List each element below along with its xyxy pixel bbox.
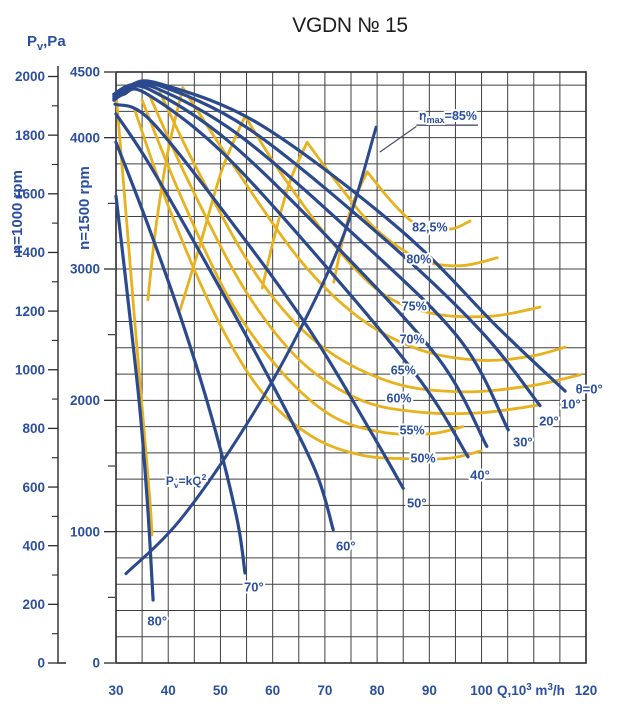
angle-curve-label: 40°: [470, 467, 490, 482]
efficiency-label: 50%: [411, 451, 436, 465]
pressure-axis-title: Pv,Pa: [27, 33, 66, 53]
x-axis-tick-label: 120: [575, 683, 598, 698]
inner-axis-tick-label: 3000: [70, 262, 100, 277]
outer-axis-tick-label: 200: [22, 597, 45, 612]
x-axis-tick-label: 70: [317, 683, 332, 698]
outer-axis-tick-label: 800: [22, 421, 45, 436]
outer-axis-tick-label: 1000: [15, 362, 45, 377]
efficiency-contour-left-arm-50%: [114, 91, 154, 537]
x-axis-tick-label: 30: [108, 683, 123, 698]
outer-axis-tick-label: 1800: [15, 128, 45, 143]
efficiency-contour-left-arm-80%: [260, 140, 309, 290]
outer-axis-tick-label: 600: [22, 480, 45, 495]
efficiency-label: 65%: [391, 363, 416, 377]
outer-axis-tick-label: 1400: [15, 245, 45, 260]
x-axis-tick-label: 100: [470, 683, 493, 698]
outer-axis-tick-label: 1200: [15, 304, 45, 319]
angle-curve-label: 10°: [561, 396, 581, 411]
pv-sub: v: [37, 41, 44, 53]
angle-curve-label: 60°: [336, 538, 356, 553]
efficiency-label: 60%: [387, 391, 412, 405]
x-axis-tick-label: 50: [213, 683, 228, 698]
efficiency-contour-left-arm-75%: [178, 114, 247, 312]
x-axis-unit-label: Q,103 m3/h: [497, 682, 565, 698]
outer-axis-tick-label: 2000: [15, 69, 45, 84]
pv-unit: ,Pa: [43, 33, 66, 50]
angle-curve-label: 50°: [407, 495, 427, 510]
x-axis-tick-label: 40: [161, 683, 176, 698]
angle-curve-60°: [114, 112, 335, 532]
efficiency-label: 82,5%: [412, 220, 447, 234]
outer-axis-tick-label: 0: [37, 656, 45, 671]
x-axis-tick-label: 60: [265, 683, 280, 698]
inner-axis-tick-label: 0: [92, 656, 100, 671]
inner-axis-tick-label: 1000: [70, 524, 100, 539]
angle-curve-20°: [112, 82, 510, 432]
chart-title: VGDN № 15: [292, 14, 408, 37]
outer-axis-tick-label: 400: [22, 538, 45, 553]
angle-curve-label: 80°: [147, 613, 167, 628]
system-curve-label: Pv=kQ2: [166, 472, 207, 490]
angle-curve-label: 20°: [539, 413, 559, 428]
inner-axis-tick-label: 4000: [70, 130, 100, 145]
efficiency-contour-55%: [140, 98, 465, 436]
efficiency-contour-65%: [158, 91, 582, 394]
plot-border: [115, 71, 587, 664]
angle-curve-80°: [114, 194, 155, 602]
angle-curve-50°: [113, 102, 405, 490]
angle-curve-label: θ=0°: [576, 381, 603, 396]
efficiency-label: 75%: [402, 299, 427, 313]
eta-max-annotation: ηmax=85%: [419, 109, 477, 125]
grid: [115, 72, 587, 664]
angle-curve-label: 30°: [513, 434, 533, 449]
outer-axis-line: [57, 66, 66, 664]
system-resistance-curve: [124, 125, 378, 576]
angle-curve-70°: [114, 140, 247, 575]
pv-base: P: [27, 33, 38, 50]
x-axis-tick-label: 80: [370, 683, 385, 698]
annotation-leader-line: [379, 126, 417, 153]
rpm-1500-axis-label: n=1500 rpm: [76, 166, 93, 250]
inner-axis-tick-label: 4500: [70, 65, 100, 80]
angle-curve-40°: [112, 87, 470, 459]
outer-axis-tick-label: 1600: [15, 187, 45, 202]
inner-axis-tick-label: 2000: [70, 393, 100, 408]
efficiency-contour-82,5%: [365, 170, 472, 231]
efficiency-label: 80%: [406, 252, 431, 266]
x-axis-tick-label: 90: [422, 683, 437, 698]
efficiency-contour-60%: [148, 94, 542, 416]
rpm-1000-axis-label: n=1000 rpm: [9, 170, 26, 254]
efficiency-label: 70%: [400, 332, 425, 346]
efficiency-label: 55%: [400, 423, 425, 437]
angle-curve-label: 70°: [244, 579, 264, 594]
